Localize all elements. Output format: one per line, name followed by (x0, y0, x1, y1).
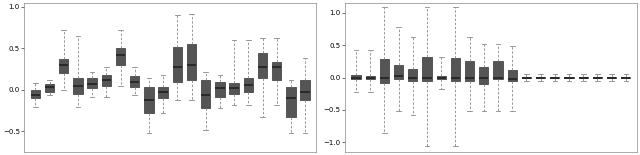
PathPatch shape (593, 77, 602, 78)
PathPatch shape (479, 67, 488, 84)
PathPatch shape (564, 77, 573, 78)
PathPatch shape (130, 76, 140, 87)
PathPatch shape (45, 84, 54, 92)
PathPatch shape (408, 69, 417, 81)
PathPatch shape (173, 47, 182, 82)
PathPatch shape (74, 78, 83, 94)
PathPatch shape (116, 49, 125, 65)
PathPatch shape (230, 83, 239, 94)
PathPatch shape (244, 78, 253, 92)
PathPatch shape (31, 90, 40, 98)
PathPatch shape (451, 58, 460, 81)
PathPatch shape (286, 87, 296, 117)
PathPatch shape (621, 77, 630, 78)
PathPatch shape (394, 64, 403, 79)
PathPatch shape (59, 59, 68, 73)
PathPatch shape (159, 87, 168, 98)
PathPatch shape (144, 87, 154, 113)
PathPatch shape (215, 82, 225, 97)
PathPatch shape (508, 70, 517, 81)
PathPatch shape (365, 75, 375, 80)
PathPatch shape (422, 57, 431, 81)
PathPatch shape (201, 80, 211, 108)
PathPatch shape (550, 77, 559, 78)
PathPatch shape (102, 75, 111, 86)
PathPatch shape (258, 53, 267, 78)
PathPatch shape (579, 77, 588, 78)
PathPatch shape (536, 77, 545, 78)
PathPatch shape (465, 61, 474, 81)
PathPatch shape (301, 80, 310, 100)
PathPatch shape (187, 44, 196, 80)
PathPatch shape (272, 62, 282, 80)
PathPatch shape (436, 75, 446, 80)
PathPatch shape (607, 77, 616, 78)
PathPatch shape (522, 77, 531, 78)
PathPatch shape (351, 75, 361, 80)
PathPatch shape (493, 61, 502, 80)
PathPatch shape (88, 78, 97, 88)
PathPatch shape (380, 59, 389, 83)
